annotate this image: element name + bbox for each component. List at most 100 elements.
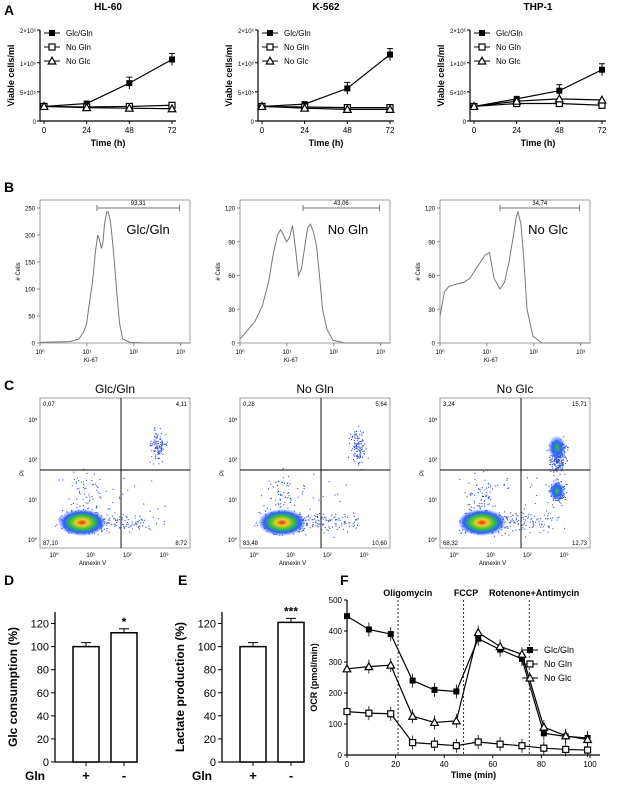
dot bbox=[559, 473, 561, 476]
dot bbox=[126, 516, 128, 518]
quadrant-ul: 3,24 bbox=[443, 402, 455, 408]
data-point bbox=[364, 661, 374, 671]
dot bbox=[307, 515, 309, 518]
dot bbox=[156, 435, 158, 437]
dot bbox=[553, 460, 555, 462]
dot bbox=[303, 484, 305, 486]
dot bbox=[556, 459, 558, 461]
dot bbox=[561, 465, 563, 467]
dot bbox=[355, 431, 357, 433]
x-tick-label: 10¹ bbox=[486, 553, 495, 559]
dot bbox=[154, 441, 156, 443]
y-tick-label: 150 bbox=[25, 261, 36, 267]
dot bbox=[357, 455, 359, 457]
dot bbox=[558, 467, 560, 469]
dot bbox=[156, 441, 158, 443]
dot bbox=[361, 468, 363, 471]
dot bbox=[548, 527, 550, 529]
dot bbox=[470, 494, 472, 496]
dot bbox=[138, 525, 140, 527]
dot bbox=[529, 486, 531, 488]
y-tick-label: 60 bbox=[428, 274, 435, 280]
dot bbox=[157, 448, 159, 450]
dot bbox=[299, 512, 301, 514]
dot bbox=[349, 433, 351, 435]
x-tick-label: 48 bbox=[555, 126, 564, 135]
dot bbox=[123, 525, 125, 528]
dot bbox=[505, 526, 507, 528]
histogram-curve bbox=[39, 211, 190, 344]
data-point bbox=[344, 613, 350, 620]
data-point bbox=[556, 87, 563, 94]
dot bbox=[148, 527, 150, 530]
dot bbox=[156, 446, 159, 449]
dot bbox=[356, 439, 358, 441]
y-tick-label: 300 bbox=[329, 658, 343, 667]
legend-label: Glc/Gln bbox=[496, 29, 523, 38]
dot bbox=[313, 473, 315, 475]
dot bbox=[358, 445, 360, 447]
dot bbox=[302, 491, 304, 493]
dot bbox=[275, 504, 277, 506]
dot bbox=[533, 524, 535, 526]
dot bbox=[270, 497, 272, 499]
dot bbox=[138, 526, 140, 528]
dot bbox=[78, 488, 80, 490]
dot bbox=[75, 483, 77, 485]
dot bbox=[490, 486, 492, 488]
dot bbox=[521, 511, 523, 513]
dot bbox=[166, 444, 168, 447]
dot bbox=[126, 521, 129, 523]
dot bbox=[359, 447, 361, 449]
dot bbox=[276, 491, 279, 493]
dot bbox=[548, 525, 550, 528]
dot bbox=[361, 456, 364, 458]
quadrant-lr: 12,73 bbox=[572, 541, 588, 547]
dot bbox=[317, 525, 319, 527]
data-point bbox=[344, 85, 351, 92]
dot bbox=[554, 470, 556, 472]
dot bbox=[524, 536, 526, 538]
dot bbox=[361, 461, 363, 463]
panel-e-lactate-production: 0 20 40 60 80 100 120 Lactate production (%) + - *… bbox=[173, 604, 305, 783]
dot bbox=[360, 443, 362, 445]
dot bbox=[357, 449, 359, 451]
y-tick-label: 250 bbox=[25, 207, 36, 213]
dot bbox=[481, 495, 483, 498]
dot bbox=[506, 519, 509, 521]
dot bbox=[504, 527, 506, 529]
dot bbox=[528, 514, 530, 516]
dot bbox=[552, 470, 555, 472]
dot bbox=[359, 451, 361, 453]
dot bbox=[361, 432, 363, 434]
dot bbox=[506, 518, 508, 520]
x-axis-label: Ki-67 bbox=[284, 358, 299, 364]
dot bbox=[498, 512, 500, 514]
dot bbox=[161, 446, 163, 448]
dot bbox=[106, 522, 108, 524]
dot bbox=[306, 522, 308, 525]
dot bbox=[314, 518, 316, 520]
dot bbox=[521, 517, 523, 519]
dot bbox=[287, 507, 289, 509]
dot bbox=[318, 526, 320, 528]
dot bbox=[362, 431, 364, 433]
dot bbox=[157, 457, 159, 459]
y-tick-label: 0 bbox=[251, 120, 255, 126]
dot bbox=[109, 517, 111, 519]
data-point bbox=[562, 745, 570, 754]
dot bbox=[95, 507, 97, 509]
dot bbox=[157, 433, 159, 435]
dot bbox=[284, 501, 286, 503]
dot bbox=[96, 506, 98, 508]
dot bbox=[478, 488, 480, 490]
condition-title: No Glc bbox=[497, 382, 534, 396]
dot bbox=[159, 427, 161, 430]
dot bbox=[55, 525, 57, 527]
dot bbox=[478, 505, 480, 507]
dot bbox=[280, 506, 282, 508]
significance: *** bbox=[284, 604, 298, 618]
dot bbox=[547, 515, 549, 517]
dot bbox=[524, 528, 526, 530]
dot bbox=[315, 521, 317, 524]
